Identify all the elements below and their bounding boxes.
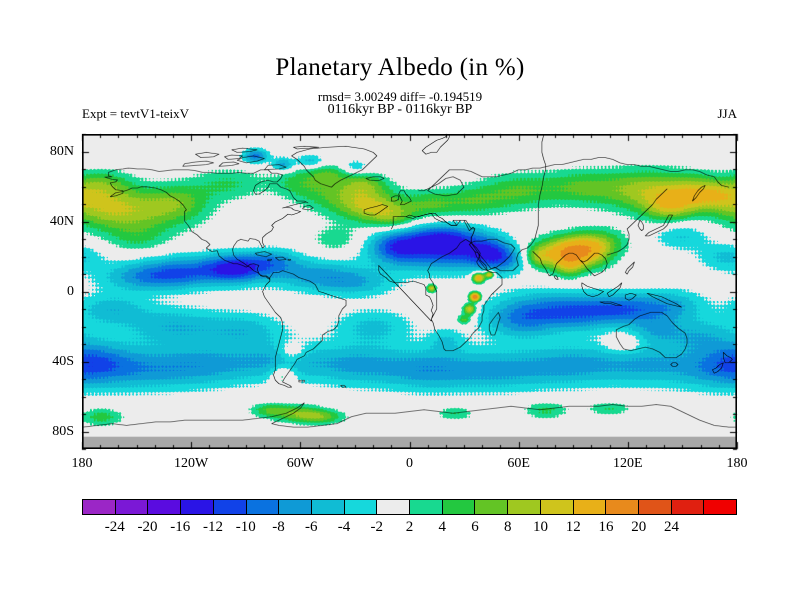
longitude-tick-label: 180 xyxy=(726,456,748,471)
colorbar-tick-label: 4 xyxy=(438,519,447,535)
colorbar-tick-label: -20 xyxy=(137,519,158,535)
colorbar-swatch xyxy=(148,500,182,514)
colorbar-swatch xyxy=(181,500,214,514)
latitude-tick-label: 80S xyxy=(52,423,74,439)
colorbar-tick-label: 20 xyxy=(631,519,647,535)
colorbar-swatch xyxy=(344,500,378,514)
colorbar-swatch xyxy=(83,500,116,514)
colorbar-tick-label: -24 xyxy=(104,519,125,535)
latitude-tick-label: 40N xyxy=(49,213,74,229)
colorbar-swatch xyxy=(704,500,737,514)
colorbar-tick-label: 8 xyxy=(504,519,512,535)
colorbar-swatch xyxy=(508,500,541,514)
page-title: Planetary Albedo (in %) xyxy=(275,54,525,81)
longitude-tick-label: 60W xyxy=(286,456,314,471)
longitude-tick-label: 60E xyxy=(507,456,530,471)
colorbar-tick-label: 16 xyxy=(598,519,614,535)
colorbar-tick-label: 6 xyxy=(471,519,479,535)
latitude-tick-label: 80N xyxy=(49,143,74,159)
longitude-tick-label: 180 xyxy=(71,456,93,471)
longitude-tick-label: 120W xyxy=(174,456,209,471)
colorbar-swatch xyxy=(115,500,149,514)
colorbar xyxy=(82,499,737,515)
colorbar-swatch xyxy=(606,500,639,514)
map-plot-area xyxy=(82,134,737,449)
colorbar-tick-label: 12 xyxy=(565,519,581,535)
colorbar-tick-label: 10 xyxy=(533,519,548,535)
colorbar-tick-label: 2 xyxy=(405,519,414,535)
colorbar-swatch xyxy=(442,500,476,514)
latitude-tick-label: 0 xyxy=(67,283,74,299)
experiment-label: Expt = tevtV1-teixV xyxy=(82,106,189,121)
colorbar-swatch xyxy=(540,500,574,514)
colorbar-tick-label: -16 xyxy=(170,519,191,535)
colorbar-tick-label: -4 xyxy=(337,519,351,535)
longitude-tick-label: 120E xyxy=(613,456,643,471)
colorbar-swatch xyxy=(475,500,509,514)
colorbar-tick-label: -8 xyxy=(272,519,285,535)
longitude-tick-label: 0 xyxy=(406,456,413,471)
colorbar-tick-label: 24 xyxy=(664,519,679,535)
latitude-tick-label: 40S xyxy=(52,353,74,369)
colorbar-swatch xyxy=(279,500,312,514)
colorbar-swatch xyxy=(638,500,672,514)
colorbar-swatches xyxy=(82,499,737,515)
colorbar-swatch xyxy=(311,500,345,514)
colorbar-swatch xyxy=(671,500,705,514)
colorbar-swatch xyxy=(410,500,443,514)
albedo-anomaly-map xyxy=(83,135,736,448)
colorbar-tick-label: -12 xyxy=(203,519,223,535)
colorbar-tick-label: -2 xyxy=(370,519,384,535)
colorbar-swatch xyxy=(573,500,607,514)
colorbar-swatch xyxy=(246,500,280,514)
colorbar-tick-label: -10 xyxy=(235,519,256,535)
season-label: JJA xyxy=(717,106,737,121)
colorbar-swatch xyxy=(377,500,411,514)
colorbar-swatch xyxy=(213,500,247,514)
colorbar-tick-label: -6 xyxy=(305,519,318,535)
